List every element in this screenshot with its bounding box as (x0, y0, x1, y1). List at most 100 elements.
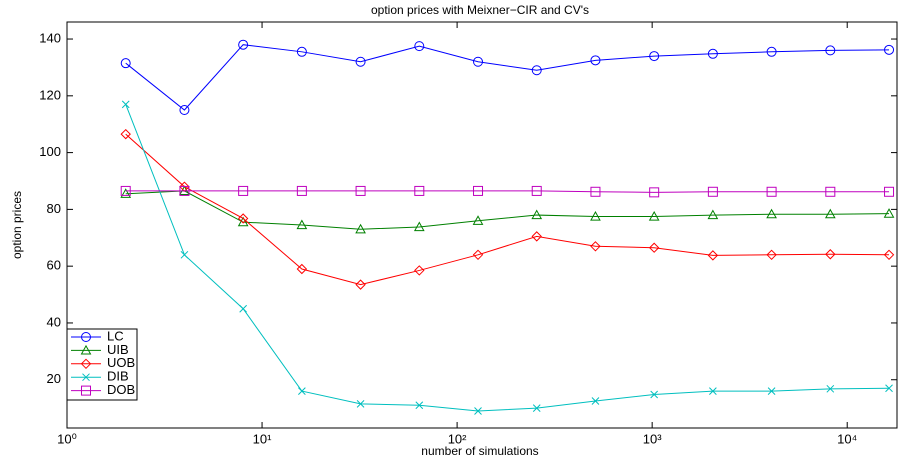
marker (473, 185, 484, 196)
marker (707, 209, 719, 220)
marker (413, 221, 425, 232)
marker (649, 51, 660, 62)
marker (472, 249, 484, 261)
marker (825, 186, 836, 197)
series-line (125, 190, 890, 193)
marker (120, 58, 131, 69)
marker (766, 249, 777, 261)
series-line (125, 133, 890, 286)
marker (472, 215, 484, 225)
legend-label: LC (107, 328, 124, 343)
marker (531, 209, 543, 220)
marker (473, 56, 484, 67)
y-tick-label: 120 (39, 87, 61, 102)
marker (120, 128, 131, 140)
marker (355, 279, 366, 290)
marker (766, 208, 777, 219)
legend-marker (80, 344, 92, 355)
marker (120, 185, 131, 196)
marker (648, 242, 660, 253)
x-tick-label: 10² (448, 431, 467, 446)
marker (296, 263, 308, 275)
marker (296, 185, 307, 196)
x-tick-label: 10¹ (253, 431, 272, 446)
y-tick-label: 20 (47, 371, 61, 386)
marker (531, 65, 542, 76)
y-tick-label: 80 (47, 201, 61, 216)
y-tick-label: 60 (47, 258, 61, 273)
marker (355, 56, 366, 67)
series-line (125, 190, 890, 230)
marker (238, 39, 249, 50)
y-tick-label: 100 (39, 144, 61, 159)
marker (237, 213, 249, 224)
marker (414, 265, 425, 276)
legend-marker (81, 385, 91, 396)
marker (649, 187, 660, 198)
marker (883, 208, 895, 218)
x-axis-label: number of simulations (421, 444, 538, 458)
y-tick-label: 40 (47, 314, 61, 329)
chart-title: option prices with Meixner−CIR and CV's (371, 3, 589, 17)
marker (296, 46, 307, 57)
y-axis-label: option prices (10, 191, 24, 259)
marker (532, 404, 541, 412)
legend-marker (81, 332, 91, 342)
marker (590, 55, 601, 66)
marker (355, 223, 366, 234)
marker (825, 45, 836, 56)
marker (120, 188, 132, 198)
x-tick-label: 10³ (643, 431, 662, 446)
legend-label: DOB (107, 382, 135, 397)
marker (767, 387, 776, 395)
series-line (125, 44, 890, 111)
marker (883, 249, 895, 261)
marker (414, 185, 425, 196)
marker (415, 401, 424, 410)
marker (648, 210, 660, 221)
marker (650, 390, 659, 399)
marker (237, 216, 249, 227)
legend-box (66, 328, 138, 401)
marker (179, 105, 190, 116)
marker (474, 407, 482, 415)
marker (356, 400, 365, 408)
marker (591, 397, 600, 405)
marker (707, 48, 718, 59)
marker (825, 249, 836, 260)
marker (531, 231, 542, 242)
legend-label: UOB (107, 355, 135, 370)
marker (590, 186, 601, 197)
marker (707, 186, 718, 197)
marker (824, 208, 836, 219)
legend-label: UIB (107, 342, 129, 357)
marker (884, 186, 895, 197)
x-tick-label: 10⁰ (57, 431, 77, 446)
marker (179, 185, 190, 196)
marker (766, 186, 777, 197)
legend-marker (82, 373, 90, 382)
y-tick-label: 140 (39, 30, 61, 45)
marker (414, 41, 425, 52)
marker (709, 387, 717, 395)
plot-frame (66, 21, 898, 429)
marker (884, 44, 895, 55)
marker (180, 250, 189, 259)
x-tick-label: 10⁴ (837, 431, 857, 446)
marker (590, 241, 601, 252)
marker (296, 219, 308, 230)
marker (355, 185, 366, 196)
marker (590, 210, 601, 221)
marker (885, 384, 893, 393)
marker (238, 185, 249, 196)
legend-label: DIB (107, 369, 129, 384)
marker (121, 100, 130, 109)
marker (766, 46, 777, 57)
marker (707, 250, 719, 261)
series-line (125, 104, 890, 412)
legend-marker (80, 358, 92, 370)
marker (298, 387, 306, 395)
marker (826, 384, 835, 393)
marker (239, 304, 248, 313)
